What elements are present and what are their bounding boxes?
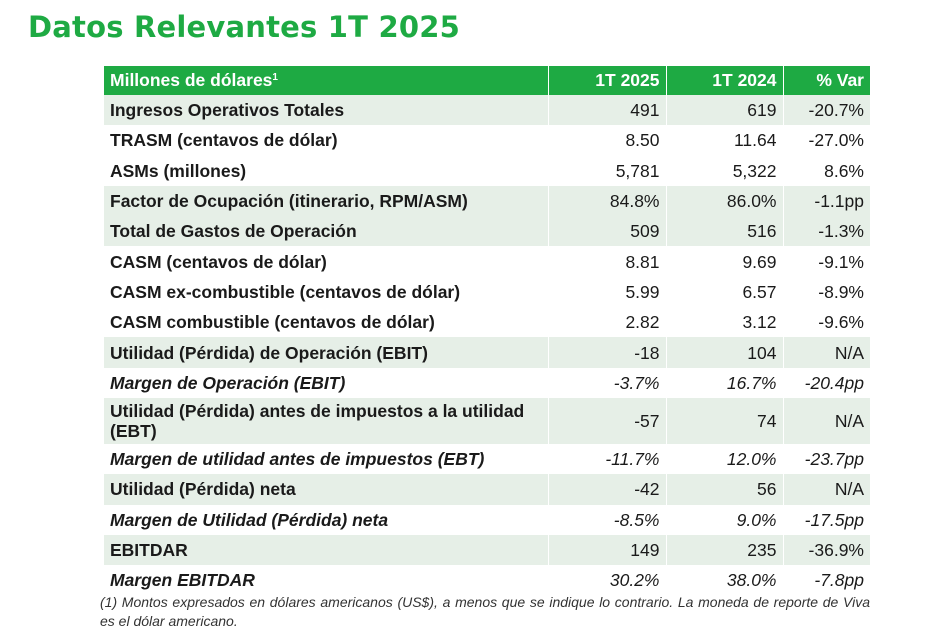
table-row: TRASM (centavos de dólar) 8.50 11.64 -27… [104, 125, 870, 156]
value-1t-2024: 16.7% [666, 367, 784, 398]
row-label: Margen de Utilidad (Pérdida) neta [104, 504, 549, 535]
table-header-row: Millones de dólares1 1T 2025 1T 2024 % V… [104, 66, 870, 95]
table-row: Margen EBITDAR 30.2% 38.0% -7.8pp [104, 565, 870, 596]
value-1t-2025: -42 [548, 474, 667, 505]
value-1t-2025: -57 [548, 397, 667, 444]
table-row: Margen de Utilidad (Pérdida) neta -8.5% … [104, 504, 870, 535]
value-1t-2024: 619 [666, 95, 784, 126]
value-1t-2025: -18 [548, 337, 667, 368]
value-1t-2024: 74 [666, 397, 784, 444]
value-pct-var: -20.7% [783, 95, 870, 126]
value-1t-2025: -11.7% [548, 443, 667, 475]
value-pct-var: -36.9% [783, 534, 870, 566]
table-row: Ingresos Operativos Totales 491 619 -20.… [104, 95, 870, 126]
value-1t-2025: 149 [548, 534, 667, 566]
value-1t-2024: 12.0% [666, 443, 784, 475]
value-1t-2025: 30.2% [548, 565, 667, 596]
row-label: Margen de Operación (EBIT) [104, 367, 549, 398]
row-label: EBITDAR [104, 534, 549, 566]
table-row: Utilidad (Pérdida) antes de impuestos a … [104, 397, 870, 444]
row-label: ASMs (millones) [104, 155, 549, 186]
value-1t-2025: 8.50 [548, 125, 667, 156]
value-1t-2024: 3.12 [666, 307, 784, 338]
value-1t-2024: 5,322 [666, 155, 784, 186]
value-1t-2025: -8.5% [548, 504, 667, 535]
row-label: Ingresos Operativos Totales [104, 95, 549, 126]
value-1t-2025: 2.82 [548, 307, 667, 338]
table-row: Utilidad (Pérdida) de Operación (EBIT) -… [104, 337, 870, 368]
table-row: EBITDAR 149 235 -36.9% [104, 534, 870, 566]
value-1t-2024: 235 [666, 534, 784, 566]
table-row: CASM combustible (centavos de dólar) 2.8… [104, 307, 870, 338]
value-pct-var: -8.9% [818, 281, 864, 302]
value-pct-var: N/A [783, 337, 870, 368]
row-label: CASM (centavos de dólar) [104, 246, 549, 277]
footnote-marker: 1 [272, 72, 278, 83]
value-1t-2024: 6.57 [666, 276, 784, 308]
table-row: Margen de Operación (EBIT) -3.7% 16.7% -… [104, 367, 870, 398]
value-1t-2024: 56 [666, 474, 784, 505]
row-label: Utilidad (Pérdida) de Operación (EBIT) [104, 337, 549, 368]
value-pct-var: -9.1% [818, 251, 864, 272]
row-label: Utilidad (Pérdida) neta [104, 474, 549, 505]
value-pct-var: 8.6% [824, 160, 864, 181]
header-1t-2025: 1T 2025 [548, 66, 667, 95]
row-label: Margen de utilidad antes de impuestos (E… [104, 443, 549, 475]
value-1t-2024: 9.0% [666, 504, 784, 535]
table-row: Factor de Ocupación (itinerario, RPM/ASM… [104, 185, 870, 217]
value-1t-2025: 8.81 [548, 246, 667, 277]
value-pct-var: N/A [783, 397, 870, 444]
table-row: ASMs (millones) 5,781 5,322 8.6% [104, 155, 870, 186]
value-1t-2025: 491 [548, 95, 667, 126]
value-pct-var: -27.0% [808, 130, 864, 151]
table-row: CASM (centavos de dólar) 8.81 9.69 -9.1% [104, 246, 870, 277]
value-1t-2024: 9.69 [666, 246, 784, 277]
value-pct-var: -9.6% [818, 312, 864, 333]
header-units-label: Millones de dólares [110, 70, 273, 90]
value-1t-2025: 5,781 [548, 155, 667, 186]
header-1t-2024: 1T 2024 [666, 66, 784, 95]
row-label: Total de Gastos de Operación [104, 216, 549, 247]
value-1t-2025: -3.7% [548, 367, 667, 398]
value-pct-var: -1.3% [783, 216, 870, 247]
financial-data-table: Millones de dólares1 1T 2025 1T 2024 % V… [104, 66, 870, 596]
row-label: Margen EBITDAR [104, 565, 549, 596]
row-label: CASM ex-combustible (centavos de dólar) [104, 276, 549, 308]
table-row: Total de Gastos de Operación 509 516 -1.… [104, 216, 870, 247]
value-1t-2025: 5.99 [548, 276, 667, 308]
value-pct-var: -20.4pp [804, 372, 864, 393]
value-pct-var: N/A [783, 474, 870, 505]
value-1t-2024: 11.64 [666, 125, 784, 156]
value-1t-2024: 516 [666, 216, 784, 247]
row-label: TRASM (centavos de dólar) [104, 125, 549, 156]
row-label: Utilidad (Pérdida) antes de impuestos a … [104, 397, 549, 444]
header-units: Millones de dólares1 [104, 66, 549, 95]
table-row: CASM ex-combustible (centavos de dólar) … [104, 276, 870, 308]
value-pct-var: -1.1pp [783, 185, 870, 217]
value-pct-var: -7.8pp [814, 570, 864, 591]
header-pct-var: % Var [783, 66, 870, 95]
value-1t-2024: 86.0% [666, 185, 784, 217]
value-1t-2024: 38.0% [666, 565, 784, 596]
value-pct-var: -23.7pp [804, 449, 864, 470]
page-title: Datos Relevantes 1T 2025 [28, 10, 460, 44]
table-row: Margen de utilidad antes de impuestos (E… [104, 443, 870, 475]
value-1t-2024: 104 [666, 337, 784, 368]
footnote: (1) Montos expresados en dólares america… [100, 594, 870, 629]
value-1t-2025: 84.8% [548, 185, 667, 217]
row-label: CASM combustible (centavos de dólar) [104, 307, 549, 338]
value-pct-var: -17.5pp [804, 509, 864, 530]
value-1t-2025: 509 [548, 216, 667, 247]
table-row: Utilidad (Pérdida) neta -42 56 N/A [104, 474, 870, 505]
row-label: Factor de Ocupación (itinerario, RPM/ASM… [104, 185, 549, 217]
